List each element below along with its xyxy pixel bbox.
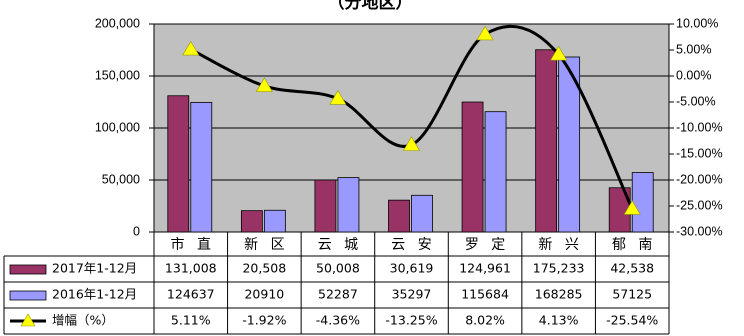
right-tick-label: -25.00% xyxy=(676,198,723,212)
table-value: 20,508 xyxy=(242,261,286,276)
data-table: 市 直 新 区 云 城 云 安 罗 定 新 兴 郁 南 2017年1-12月 131,008 20… xyxy=(4,232,669,334)
right-tick-label: 5.00% xyxy=(676,42,711,56)
table-value: 175,233 xyxy=(533,261,585,276)
right-tick-label: -30.00% xyxy=(676,224,723,238)
bar-2016 xyxy=(191,102,212,232)
table-value: 50,008 xyxy=(316,261,360,276)
bar-2017 xyxy=(241,211,262,232)
right-tick-label: -15.00% xyxy=(676,146,723,160)
legend-label: 2016年1-12月 xyxy=(52,287,137,302)
table-value: 131,008 xyxy=(165,261,217,276)
table-value: 57125 xyxy=(612,287,652,302)
legend-label: 2017年1-12月 xyxy=(52,261,137,276)
right-axis: -30.00% -25.00% -20.00% -15.00% -10.00% -5.00… xyxy=(669,16,723,238)
left-tick-label: 100,000 xyxy=(95,120,140,134)
left-tick-label: 150,000 xyxy=(95,68,140,82)
category-label: 市 直 xyxy=(171,236,215,253)
left-tick-label: 200,000 xyxy=(95,16,140,30)
left-axis: 0 50,000 100,000 150,000 200,000 xyxy=(95,16,154,238)
right-tick-label: 10.00% xyxy=(676,16,718,30)
table-value: 35297 xyxy=(392,287,432,302)
bar-2017 xyxy=(315,180,336,232)
bar-2017 xyxy=(536,50,557,232)
category-label: 新 兴 xyxy=(538,237,582,253)
table-value: 8.02% xyxy=(465,313,505,328)
bar-2016 xyxy=(632,173,653,232)
table-value: 4.13% xyxy=(539,313,579,328)
category-label: 新 区 xyxy=(244,237,288,253)
table-value: 115684 xyxy=(461,287,509,302)
table-value: -25.54% xyxy=(606,313,658,328)
table-value: 30,619 xyxy=(390,261,434,276)
bar-2016 xyxy=(412,195,433,232)
left-tick-label: 0 xyxy=(133,224,140,238)
table-value: 124637 xyxy=(167,287,215,302)
bar-2016 xyxy=(264,210,285,232)
legend-label: 增幅（%） xyxy=(52,313,114,328)
table-value: 168285 xyxy=(535,287,583,302)
bar-2017 xyxy=(462,102,483,232)
table-value: 42,538 xyxy=(610,261,654,276)
chart-title: （分地区） xyxy=(328,0,413,13)
table-value: -1.92% xyxy=(242,313,286,328)
right-tick-label: -5.00% xyxy=(676,94,716,108)
category-label: 罗 定 xyxy=(465,237,509,253)
bar-2016 xyxy=(338,178,359,232)
table-value: 5.11% xyxy=(171,313,211,328)
bar-2017 xyxy=(168,96,189,232)
category-label: 云 安 xyxy=(391,237,435,253)
right-tick-label: -20.00% xyxy=(676,172,723,186)
right-tick-label: -10.00% xyxy=(676,120,723,134)
bar-2017 xyxy=(389,200,410,232)
bar-2016 xyxy=(485,112,506,232)
table-value: -4.36% xyxy=(316,313,360,328)
right-tick-label: 0.00% xyxy=(676,68,711,82)
table-value: 124,961 xyxy=(459,261,511,276)
left-tick-label: 50,000 xyxy=(102,172,140,186)
legend-swatch xyxy=(10,265,46,274)
legend-swatch xyxy=(10,291,46,300)
table-value: 52287 xyxy=(318,287,358,302)
table-value: -13.25% xyxy=(385,313,437,328)
category-label: 郁 南 xyxy=(612,237,656,253)
category-label: 云 城 xyxy=(318,237,362,253)
table-value: 20910 xyxy=(244,287,284,302)
